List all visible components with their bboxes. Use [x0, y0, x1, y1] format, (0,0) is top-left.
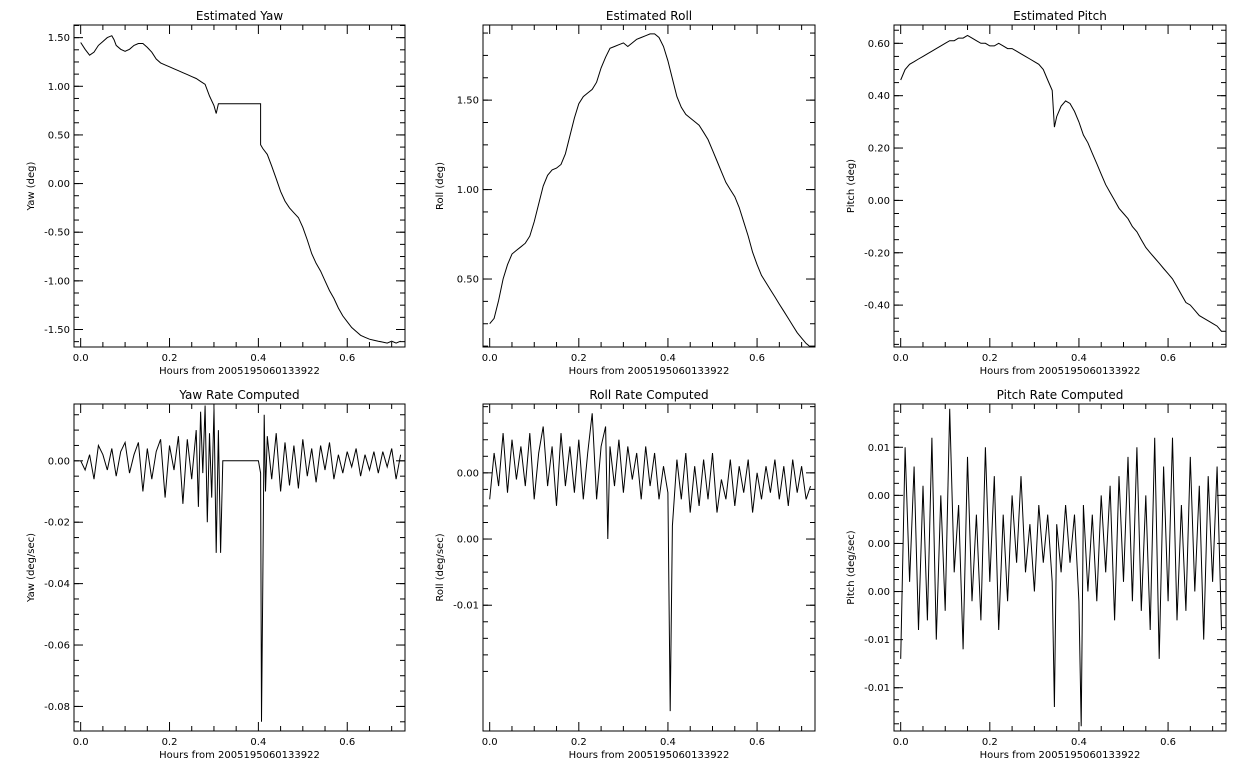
panel-roll: 0.0 0.2 0.4 0.6 0.50 1.00 1.50 Estimated Roll Ho…: [435, 9, 816, 377]
y-axis-label: Pitch (deg): [846, 159, 857, 213]
y-tick-label: 1.50: [48, 33, 70, 44]
panel-yaw-rate: 0.0 0.2 0.4 0.6 -0.08 -0.06 -0.04 -0.02 0.00 Yaw …: [26, 388, 406, 761]
plot-frame: [482, 403, 816, 732]
y-axis-label: Roll (deg): [435, 162, 446, 210]
x-tick-label: 0.6: [339, 737, 355, 748]
plot-frame: [893, 24, 1227, 348]
y-tick-label: 0.00: [48, 456, 70, 467]
x-tick-label: 0.2: [571, 737, 587, 748]
y-tick-label: -0.01: [864, 635, 890, 646]
x-tick-label: 0.0: [893, 353, 909, 364]
y-tick-label: -0.02: [44, 518, 70, 529]
y-tick-label: 0.00: [868, 539, 890, 550]
chart-title: Yaw Rate Computed: [178, 388, 299, 402]
y-tick-label: -0.50: [44, 228, 70, 239]
x-tick-label: 0.6: [749, 737, 765, 748]
chart-title: Estimated Roll: [606, 9, 692, 23]
y-axis-label: Yaw (deg): [26, 161, 37, 211]
x-tick-label: 0.4: [660, 737, 676, 748]
x-tick-label: 0.2: [162, 737, 178, 748]
y-tick-label: -0.01: [453, 601, 479, 612]
y-tick-label: 0.01: [868, 443, 890, 454]
x-axis-label: Hours from 2005195060133922: [569, 750, 730, 761]
y-tick-label: -0.20: [864, 248, 890, 259]
y-tick-label: -0.06: [44, 641, 70, 652]
series-line-yaw: [80, 35, 401, 344]
x-axis-label: Hours from 2005195060133922: [159, 366, 320, 377]
panel-roll-rate: 0.0 0.2 0.4 0.6 -0.01 0.00 0.00 Roll Rate Compu…: [435, 388, 816, 761]
y-tick-label: 0.00: [457, 535, 479, 546]
y-tick-label: -0.40: [864, 301, 890, 312]
chart-title: Estimated Yaw: [196, 9, 283, 23]
y-tick-label: 0.40: [868, 91, 890, 102]
y-axis-label: Yaw (deg/sec): [26, 533, 37, 603]
x-axis-label: Hours from 2005195060133922: [569, 366, 730, 377]
y-tick-label: 0.00: [868, 196, 890, 207]
x-tick-label: 0.0: [73, 353, 89, 364]
series-line-pitch: [900, 34, 1222, 332]
x-tick-label: 0.4: [250, 737, 266, 748]
x-tick-label: 0.0: [73, 737, 89, 748]
y-axis-label: Roll (deg/sec): [435, 533, 446, 601]
x-axis-label: Hours from 2005195060133922: [980, 750, 1141, 761]
y-tick-label: -1.50: [44, 325, 70, 336]
y-tick-label: 0.00: [868, 491, 890, 502]
series-line-roll-rate: [489, 413, 811, 712]
x-tick-label: 0.6: [339, 353, 355, 364]
y-tick-label: 0.50: [48, 130, 70, 141]
x-tick-label: 0.2: [982, 737, 998, 748]
y-tick-label: 0.50: [457, 275, 479, 286]
y-tick-label: -0.01: [864, 683, 890, 694]
y-tick-label: 1.50: [457, 96, 479, 107]
x-tick-label: 0.4: [1071, 737, 1087, 748]
y-tick-label: 0.60: [868, 39, 890, 50]
y-tick-label: 1.00: [457, 185, 479, 196]
panel-pitch-rate: 0.0 0.2 0.4 0.6 -0.01 -0.01 0.00 0.00 0.00 0.01 Pi…: [846, 388, 1227, 761]
x-axis-label: Hours from 2005195060133922: [159, 750, 320, 761]
y-tick-label: 0.00: [48, 179, 70, 190]
x-tick-label: 0.4: [250, 353, 266, 364]
chart-title: Estimated Pitch: [1013, 9, 1107, 23]
y-tick-label: 0.00: [457, 468, 479, 479]
panel-yaw: 0.0 0.2 0.4 0.6 -1.50 -1.00 -0.50 0.00 0.50 1.00 1…: [26, 9, 406, 377]
series-line-roll: [489, 33, 811, 348]
x-axis-label: Hours from 2005195060133922: [980, 366, 1141, 377]
series-line-yaw-rate: [80, 405, 402, 722]
y-axis-label: Pitch (deg/sec): [846, 530, 857, 605]
x-tick-label: 0.6: [1160, 353, 1176, 364]
y-tick-label: -1.00: [44, 276, 70, 287]
x-tick-label: 0.2: [571, 353, 587, 364]
chart-title: Pitch Rate Computed: [997, 388, 1124, 402]
x-tick-label: 0.4: [1071, 353, 1087, 364]
plot-frame: [482, 24, 816, 348]
panel-pitch: 0.0 0.2 0.4 0.6 -0.40 -0.20 0.00 0.20 0.40 0.60 Es…: [846, 9, 1227, 377]
x-tick-label: 0.2: [162, 353, 178, 364]
x-tick-label: 0.4: [660, 353, 676, 364]
x-tick-label: 0.0: [893, 737, 909, 748]
y-tick-label: -0.08: [44, 702, 70, 713]
y-tick-label: 0.20: [868, 144, 890, 155]
plot-frame: [73, 24, 406, 348]
y-tick-label: 0.00: [868, 587, 890, 598]
x-tick-label: 0.6: [1160, 737, 1176, 748]
series-line-pitch-rate: [900, 408, 1222, 727]
x-tick-label: 0.0: [482, 353, 498, 364]
y-tick-label: -0.04: [44, 579, 70, 590]
x-tick-label: 0.0: [482, 737, 498, 748]
chart-title: Roll Rate Computed: [589, 388, 708, 402]
y-tick-label: 1.00: [48, 82, 70, 93]
x-tick-label: 0.6: [749, 353, 765, 364]
plot-frame: [73, 403, 406, 732]
x-tick-label: 0.2: [982, 353, 998, 364]
